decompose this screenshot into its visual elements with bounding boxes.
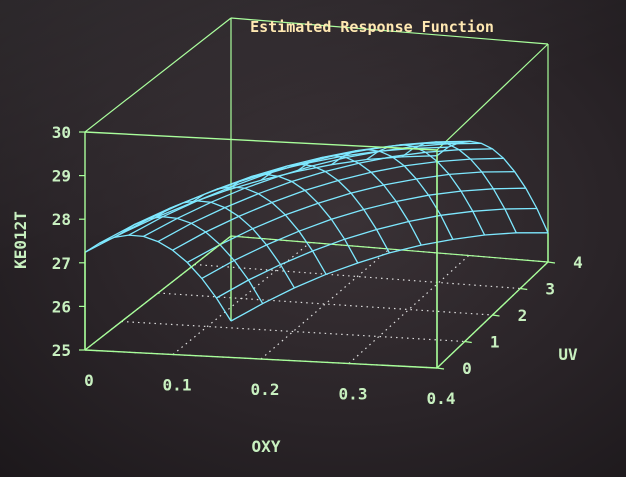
y-tick-label-2: 2 [518,306,528,325]
surface-line-oxy-5 [260,163,391,254]
box-edge-floor-front [84,349,438,369]
floor-grid-line-x-3 [348,255,470,364]
surface-line-oxy-6 [295,155,422,246]
y-axis-label: UV [558,345,578,364]
chart-title: Estimated Response Function [250,18,494,36]
box-edge-floor-left [84,235,232,351]
floor-grid-line-y-1 [121,320,465,343]
surface-line-oxy-2 [155,200,295,289]
y-tick-label-0: 0 [462,359,472,378]
floor-grid-line-x-2 [260,248,390,360]
x-tick-label-3: 0.3 [339,385,368,404]
surface-line-uv-1 [99,146,449,244]
y-tick-mark-3 [520,287,528,291]
surface-line-oxy-1 [119,216,264,304]
surface-line-oxy-0 [84,234,232,322]
box-edge-top-back [230,17,549,45]
box-back-edges [84,17,549,263]
surface-line-oxy-3 [190,186,327,275]
surface-line-oxy-9 [401,141,517,234]
surface-line-oxy-4 [225,173,359,264]
x-tick-label-2: 0.2 [251,380,280,399]
surface-line-uv-9 [216,207,537,299]
x-tick-label-1: 0.1 [163,376,192,395]
y-tick-mark-1 [464,340,472,344]
surface-line-oxy-7 [331,148,454,240]
floor-grid-line-y-2 [157,292,493,316]
y-tick-mark-0 [436,367,445,370]
y-tick-mark-4 [547,261,556,264]
surface-line-uv-3 [128,140,471,236]
z-tick-label-2: 27 [52,254,71,273]
y-tick-label-1: 1 [490,333,500,352]
box-edge-top-left [84,17,232,133]
z-tick-label-3: 28 [52,210,71,229]
x-tick-label-0: 0 [84,371,94,390]
y-tick-label-4: 4 [573,253,583,272]
z-tick-label-5: 30 [52,123,71,142]
z-tick-label-4: 29 [52,167,71,186]
z-tick-label-0: 25 [52,341,71,360]
x-axis-label: OXY [252,437,281,456]
box-edge-floor-back [230,235,549,263]
x-tick-label-4: 0.4 [427,389,456,408]
surface-line-oxy-10 [436,140,549,234]
y-tick-mark-2 [492,314,500,317]
box-edge-top-right [436,43,549,151]
surface-mesh [84,140,549,322]
surface-line-uv-6 [172,157,504,251]
y-tick-label-3: 3 [545,280,555,299]
z-tick-label-1: 26 [52,297,71,316]
box-edge-top-front [84,131,438,151]
z-axis-label: KE012T [11,211,30,269]
